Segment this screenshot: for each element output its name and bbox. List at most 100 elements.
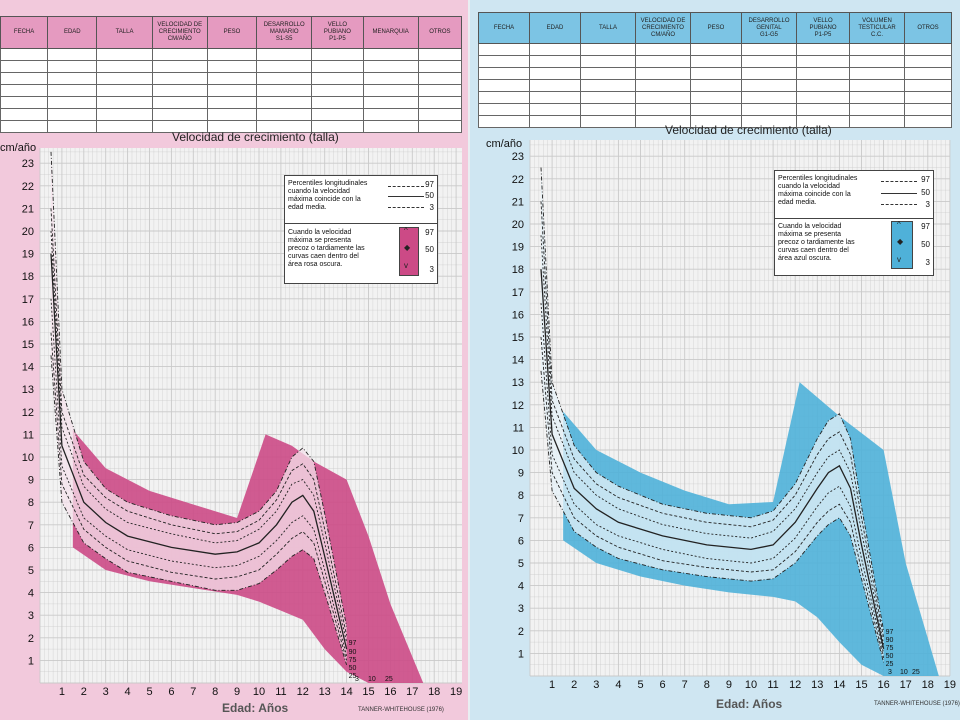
left-x-tick: 18	[428, 686, 440, 698]
right-bottom-label: 3	[888, 669, 892, 676]
right-legend-line-97	[881, 181, 917, 182]
right-header-otros: OTROS	[904, 12, 952, 44]
right-y-unit: cm/año	[486, 138, 523, 150]
right-legend-separator	[775, 218, 933, 219]
right-series-75	[540, 235, 885, 645]
right-x-tick: 11	[767, 679, 778, 691]
right-y-tick: 17	[512, 287, 524, 299]
table-row	[0, 120, 463, 133]
left-header-menarquia: MENARQUIA	[362, 16, 419, 49]
table-cell[interactable]	[417, 120, 463, 133]
left-end-label: 75	[349, 657, 357, 664]
left-series-50	[50, 253, 348, 650]
right-legend-area-50: 50	[921, 240, 930, 249]
left-y-tick: 13	[22, 384, 34, 396]
left-legend-separator	[285, 223, 437, 224]
right-series-3	[540, 370, 885, 663]
left-x-tick: 12	[297, 686, 309, 698]
right-x-tick: 7	[682, 679, 688, 691]
right-legend-97: 97	[921, 175, 930, 184]
right-header-vello: VELLO PUBIANO P1-P5	[796, 12, 850, 44]
right-x-tick: 6	[660, 679, 666, 691]
left-y-tick: 15	[22, 339, 34, 351]
left-legend-50: 50	[425, 191, 434, 200]
left-y-tick: 21	[22, 203, 34, 215]
right-legend-text-1: Percentiles longitudinales cuando la vel…	[778, 175, 858, 206]
right-y-tick: 11	[513, 422, 524, 434]
right-legend: Percentiles longitudinales cuando la vel…	[774, 170, 934, 276]
right-y-tick: 23	[512, 151, 524, 163]
left-series-10	[50, 332, 348, 661]
table-row	[478, 115, 952, 128]
right-y-tick: 9	[518, 468, 524, 480]
left-series-25	[50, 298, 348, 657]
left-x-tick: 17	[406, 686, 418, 698]
left-x-tick: 9	[234, 686, 240, 698]
right-x-tick: 12	[789, 679, 801, 691]
left-y-tick: 22	[22, 181, 34, 193]
right-series-25	[540, 303, 885, 654]
left-header-peso: PESO	[206, 16, 258, 49]
left-y-tick: 16	[22, 316, 34, 328]
left-x-tick: 6	[168, 686, 174, 698]
right-end-label: 25	[886, 661, 894, 668]
left-x-tick: 10	[253, 686, 265, 698]
left-y-tick: 9	[28, 475, 34, 487]
right-record-table: FECHA EDAD TALLA VELOCIDAD DE CRECIMIENT…	[478, 12, 952, 128]
right-y-tick: 21	[512, 196, 524, 208]
left-y-tick: 1	[28, 655, 34, 667]
left-table-header-row: FECHA EDAD TALLA VELOCIDAD DE CRECIMIENT…	[0, 16, 463, 49]
table-cell[interactable]	[904, 115, 952, 128]
left-x-tick: 15	[362, 686, 374, 698]
table-cell[interactable]	[311, 120, 364, 133]
left-series-3	[50, 355, 348, 666]
left-x-tick: 3	[103, 686, 109, 698]
right-y-tick: 6	[518, 535, 524, 547]
left-series-90	[50, 208, 348, 636]
right-table-header-row: FECHA EDAD TALLA VELOCIDAD DE CRECIMIENT…	[478, 12, 952, 44]
left-legend-text-2: Cuando la velocidad máxima se presenta p…	[288, 229, 365, 268]
left-y-tick: 5	[28, 565, 34, 577]
left-legend-line-97	[388, 186, 424, 187]
right-header-edad: EDAD	[529, 12, 581, 44]
left-x-tick: 5	[146, 686, 152, 698]
table-row	[478, 79, 952, 92]
left-header-fecha: FECHA	[0, 16, 49, 49]
left-legend-text-1: Percentiles longitudinales cuando la vel…	[288, 180, 368, 211]
right-bottom-label: 25	[912, 669, 920, 676]
right-legend-area-3: 3	[925, 258, 930, 267]
table-cell[interactable]	[0, 120, 49, 133]
right-y-tick: 19	[512, 242, 524, 254]
left-y-tick: 18	[22, 271, 34, 283]
right-header-fecha: FECHA	[478, 12, 530, 44]
right-header-talla: TALLA	[580, 12, 636, 44]
right-y-tick: 5	[518, 558, 524, 570]
right-y-tick: 8	[518, 490, 524, 502]
left-chart-title: Velocidad de crecimiento (talla)	[172, 130, 339, 144]
table-row	[0, 72, 463, 85]
right-end-label: 90	[886, 637, 894, 644]
left-end-label: 90	[349, 649, 357, 656]
right-series-10	[540, 336, 885, 659]
right-y-tick: 4	[518, 581, 524, 593]
right-y-tick: 20	[512, 219, 524, 231]
right-x-tick: 13	[811, 679, 823, 691]
right-series-50	[540, 269, 885, 650]
right-x-tick: 19	[944, 679, 956, 691]
table-cell[interactable]	[151, 120, 208, 133]
right-legend-up-icon: ^	[897, 220, 901, 229]
right-y-tick: 13	[512, 377, 524, 389]
left-x-tick: 16	[384, 686, 396, 698]
left-legend-area-3: 3	[429, 265, 434, 274]
left-y-tick: 8	[28, 497, 34, 509]
right-y-tick: 7	[518, 513, 524, 525]
left-legend-up-icon: ^	[404, 226, 408, 235]
right-x-tick: 15	[855, 679, 867, 691]
left-record-table: FECHA EDAD TALLA VELOCIDAD DE CRECIMIENT…	[0, 16, 463, 133]
table-row	[478, 43, 952, 56]
left-x-tick: 4	[125, 686, 131, 698]
right-x-tick: 5	[637, 679, 643, 691]
right-x-tick: 16	[877, 679, 889, 691]
left-header-velocidad: VELOCIDAD DE CRECIMIENTO cm/año	[151, 16, 208, 49]
right-x-tick: 3	[593, 679, 599, 691]
